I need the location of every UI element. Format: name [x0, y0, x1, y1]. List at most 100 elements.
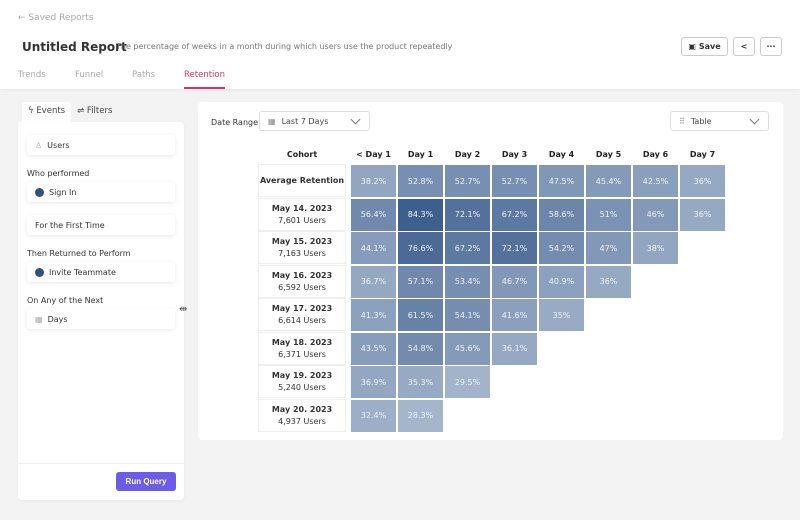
cohort-users: 6,614 Users	[278, 316, 326, 325]
column-header: Day 3	[501, 150, 528, 159]
users-label: Users	[47, 140, 70, 150]
back-link[interactable]: ← Saved Reports	[18, 13, 94, 23]
retention-cell[interactable]: 44.1%	[351, 232, 396, 264]
retention-cell[interactable]: 42.5%	[633, 165, 678, 197]
users-field[interactable]: ♙ Users	[27, 135, 175, 155]
cohort-date: May 19. 2023	[271, 371, 333, 380]
event-invite-teammate[interactable]: Invite Teammate	[27, 262, 175, 282]
cohort-date: May 15. 2023	[271, 237, 333, 246]
retention-cell[interactable]: 56.4%	[351, 198, 396, 231]
cohort-date: May 18. 2023	[271, 337, 333, 347]
retention-cell[interactable]: 28.3%	[398, 399, 443, 432]
retention-cell[interactable]: 38%	[633, 232, 678, 264]
view-select[interactable]: ⠿ Table	[670, 111, 769, 131]
date-range-value: Last 7 Days	[281, 116, 329, 126]
retention-cell[interactable]: 29.5%	[445, 366, 490, 398]
more-button[interactable]: ···	[760, 37, 782, 56]
retention-cell[interactable]: 52.7%	[445, 165, 490, 197]
event-sign-in[interactable]: Sign In	[27, 182, 175, 202]
date-range-select[interactable]: ▦ Last 7 Days	[259, 111, 370, 131]
retention-cell[interactable]: 45.6%	[445, 332, 490, 365]
retention-cell[interactable]: 76.6%	[398, 232, 443, 264]
retention-cell[interactable]: 47.5%	[539, 165, 584, 197]
cohort-users: 4,937 Users	[278, 416, 326, 426]
retention-cell[interactable]: 38.2%	[351, 165, 396, 197]
retention-cell[interactable]: 32.4%	[351, 399, 396, 432]
retention-cell[interactable]: 46.7%	[492, 265, 537, 298]
event-dot-icon	[35, 187, 44, 197]
share-icon: <	[740, 42, 748, 51]
cohort-users: 5,240 Users	[278, 383, 326, 392]
retention-cell[interactable]: 61.5%	[398, 299, 443, 331]
events-label: Events	[36, 106, 66, 116]
retention-cell[interactable]: 41.3%	[351, 299, 396, 331]
lightning-icon: ϟ	[28, 106, 37, 116]
cohort-users: 7,601 Users	[278, 215, 326, 225]
more-icon: ···	[766, 42, 776, 51]
cohort-row-header: May 15. 2023 7,163 Users	[258, 231, 346, 264]
retention-cell[interactable]: 54.8%	[398, 332, 443, 365]
cohort-date: May 16. 2023	[271, 270, 333, 280]
cohort-users: 7,163 Users	[278, 249, 326, 258]
back-label: Saved Reports	[28, 13, 94, 23]
retention-cell[interactable]: 67.2%	[445, 232, 490, 264]
retention-cell[interactable]: 57.1%	[398, 265, 443, 298]
retention-cell[interactable]: 40.9%	[539, 265, 584, 298]
retention-cell[interactable]: 67.2%	[492, 198, 537, 231]
retention-cell[interactable]: 54.1%	[445, 299, 490, 331]
arrow-left-icon: ←	[18, 13, 29, 23]
retention-cell[interactable]: 36%	[680, 198, 725, 231]
retention-cell[interactable]: 58.6%	[539, 198, 584, 231]
tab-funnel[interactable]: Funnel	[75, 70, 104, 80]
retention-cell[interactable]: 84.3%	[398, 198, 443, 231]
retention-cell[interactable]: 46%	[633, 198, 678, 231]
retention-cell[interactable]: 36%	[586, 265, 631, 298]
view-value: Table	[690, 116, 712, 126]
retention-cell[interactable]: 35.3%	[398, 366, 443, 398]
retention-cell[interactable]: 54.2%	[539, 232, 584, 264]
retention-cell[interactable]: 72.1%	[492, 232, 537, 264]
sidebar-tab-events[interactable]: ϟ Events	[22, 102, 72, 122]
share-button[interactable]: <	[733, 37, 755, 56]
retention-cell[interactable]: 53.4%	[445, 265, 490, 298]
resize-handle-icon[interactable]: ⇹	[179, 304, 188, 315]
retention-cell[interactable]: 52.8%	[398, 165, 443, 197]
run-query-button[interactable]: Run Query	[116, 472, 176, 491]
retention-cell[interactable]: 41.6%	[492, 299, 537, 331]
save-button[interactable]: ▣ Save	[681, 37, 728, 56]
retention-cell[interactable]: 72.1%	[445, 198, 490, 231]
divider	[18, 463, 184, 464]
cohort-row-header: May 16. 2023 6,592 Users	[258, 264, 346, 298]
retention-cell[interactable]: 36.9%	[351, 366, 396, 398]
period-field[interactable]: ▦ Days	[27, 309, 175, 329]
retention-cell[interactable]: 45.4%	[586, 165, 631, 197]
retention-cell[interactable]: 51%	[586, 198, 631, 231]
calendar-icon: ▦	[35, 314, 43, 324]
retention-cell[interactable]: 35%	[539, 299, 584, 331]
grid-icon: ⠿	[679, 116, 685, 126]
retention-cell[interactable]: 36%	[680, 165, 725, 197]
retention-cell[interactable]: 36.7%	[351, 265, 396, 298]
tab-retention[interactable]: Retention	[184, 70, 225, 89]
column-header: Day 2	[454, 150, 481, 159]
tab-trends[interactable]: Trends	[18, 70, 46, 80]
sidebar-tab-filters[interactable]: ⇌ Filters	[71, 102, 118, 122]
page-description: The percentage of weeks in a month durin…	[116, 42, 453, 51]
column-header: Day 1	[407, 150, 434, 159]
retention-cell[interactable]: 52.7%	[492, 165, 537, 197]
cohort-header: Cohort	[286, 150, 318, 159]
cohort-row-header: May 17. 2023 6,614 Users	[258, 298, 346, 331]
retention-cell[interactable]: 36.1%	[492, 332, 537, 365]
tab-paths[interactable]: Paths	[132, 70, 156, 80]
retention-cell[interactable]: 47%	[586, 232, 631, 264]
retention-cell[interactable]: 43.5%	[351, 332, 396, 365]
column-header: < Day 1	[356, 150, 391, 159]
chevron-down-icon	[350, 114, 361, 125]
user-icon: ♙	[35, 140, 43, 150]
page-title[interactable]: Untitled Report	[22, 40, 127, 54]
cohort-date: May 20. 2023	[271, 404, 333, 414]
column-header: Day 5	[595, 150, 622, 159]
event2-label: Invite Teammate	[49, 267, 116, 277]
cohort-row-header: May 14. 2023 7,601 Users	[258, 197, 346, 231]
first-time-field[interactable]: For the First Time	[27, 215, 175, 235]
